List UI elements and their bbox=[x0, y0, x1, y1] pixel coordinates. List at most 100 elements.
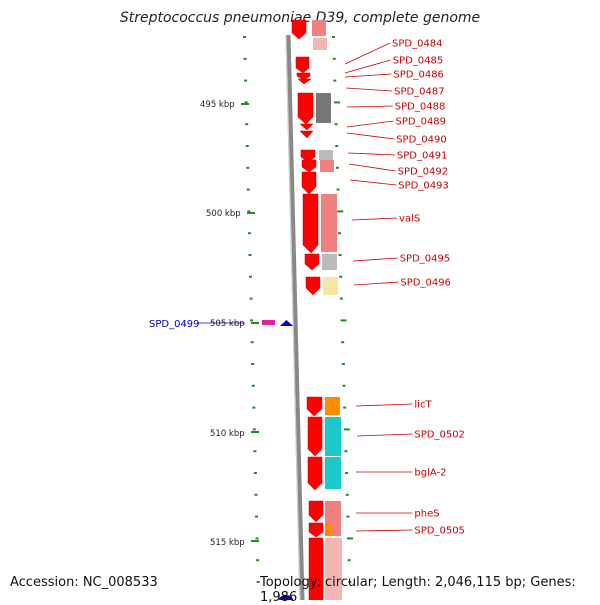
gene-label[interactable]: SPD_0488 bbox=[395, 102, 446, 113]
gene-label[interactable]: SPD_0490 bbox=[396, 135, 447, 146]
scale-tick-mark bbox=[252, 428, 256, 431]
scale-tick-mark bbox=[333, 101, 340, 104]
gene-arrow[interactable] bbox=[300, 149, 316, 163]
feature-block[interactable] bbox=[323, 277, 338, 295]
gene-arrow[interactable] bbox=[295, 56, 310, 74]
scale-tick-mark bbox=[339, 275, 343, 278]
map-title: Streptococcus pneumoniae D39, complete g… bbox=[119, 10, 481, 26]
gene-labels[interactable]: SPD_0484 SPD_0485 SPD_0486 SPD_0487 SPD_0488… bbox=[344, 39, 465, 537]
feature-block[interactable] bbox=[325, 417, 341, 456]
gene-label[interactable]: SPD_0491 bbox=[397, 151, 448, 162]
scale-tick-mark bbox=[334, 123, 338, 126]
scale-tick-mark bbox=[336, 188, 340, 191]
gene-arrow[interactable] bbox=[297, 78, 312, 85]
scale-tick-mark bbox=[343, 406, 347, 409]
gene-label[interactable]: SPD_0495 bbox=[400, 254, 451, 265]
scale-tick-mark bbox=[246, 166, 250, 169]
gene-leader-line bbox=[344, 73, 392, 78]
feature-block[interactable] bbox=[332, 523, 341, 536]
gene-arrow[interactable] bbox=[307, 456, 323, 491]
feature-blocks[interactable] bbox=[312, 20, 342, 600]
gene-arrow[interactable] bbox=[301, 159, 317, 173]
gene-arrow[interactable] bbox=[307, 416, 323, 457]
gene-arrow[interactable] bbox=[308, 522, 324, 538]
scale-tick-mark bbox=[256, 559, 260, 562]
gene-label-spd0499[interactable]: SPD_0499 bbox=[149, 319, 200, 330]
scale-tick-mark bbox=[338, 254, 342, 256]
scale-tick-mark bbox=[250, 319, 254, 322]
scale-tick-mark bbox=[243, 57, 247, 60]
gene-label[interactable]: SPD_0505 bbox=[414, 526, 465, 537]
gene-leader-line bbox=[346, 105, 393, 108]
feature-block[interactable] bbox=[312, 20, 326, 36]
gene-label[interactable]: valS bbox=[399, 214, 420, 225]
gene-label[interactable]: SPD_0486 bbox=[393, 70, 444, 81]
gene-leader-line bbox=[351, 217, 398, 221]
gene-label[interactable]: SPD_0502 bbox=[414, 430, 465, 441]
scale-tick-mark bbox=[348, 581, 352, 583]
gene-arrow[interactable] bbox=[291, 19, 307, 40]
scale-tick-mark bbox=[248, 275, 252, 278]
scale-tick-mark bbox=[247, 232, 251, 235]
scale-tick-mark bbox=[249, 297, 253, 300]
gene-arrow[interactable] bbox=[308, 500, 324, 523]
accession-text: Accession: NC_008533 bbox=[10, 575, 158, 590]
gene-label[interactable]: SPD_0484 bbox=[392, 39, 443, 50]
feature-block[interactable] bbox=[321, 194, 337, 252]
feature-block[interactable] bbox=[322, 254, 337, 270]
gene-label[interactable]: SPD_0496 bbox=[400, 278, 451, 289]
gene-arrow[interactable] bbox=[308, 537, 324, 600]
scale-tick-mark bbox=[243, 36, 246, 38]
gene-arrow[interactable] bbox=[305, 276, 321, 296]
genome-backbone-highlight bbox=[285, 34, 301, 600]
gene-arrow[interactable] bbox=[297, 92, 314, 125]
scale-tick-mark bbox=[340, 319, 347, 322]
triangle-up-icon[interactable] bbox=[280, 320, 293, 326]
feature-block[interactable] bbox=[325, 523, 332, 536]
feature-block[interactable] bbox=[325, 538, 342, 600]
gene-label[interactable]: licT bbox=[414, 400, 432, 411]
gene-label[interactable]: SPD_0487 bbox=[394, 87, 445, 98]
gene-label[interactable]: bglA-2 bbox=[414, 468, 446, 479]
feature-block[interactable] bbox=[316, 93, 331, 123]
gene-label[interactable]: SPD_0485 bbox=[393, 56, 444, 67]
gene-arrow[interactable] bbox=[299, 130, 314, 139]
feature-block[interactable] bbox=[325, 457, 341, 489]
gene-label[interactable]: SPD_0489 bbox=[396, 117, 447, 128]
gene-leader-line bbox=[345, 87, 393, 92]
scale-tick-mark bbox=[345, 472, 349, 474]
scale-label-500: 500 kbp bbox=[206, 209, 241, 219]
gene-leader-line bbox=[352, 257, 398, 262]
gene-block[interactable] bbox=[262, 320, 275, 325]
gene-arrow[interactable] bbox=[306, 396, 323, 417]
feature-block[interactable] bbox=[320, 160, 334, 172]
feature-block[interactable] bbox=[313, 38, 327, 50]
scale-tick-mark bbox=[256, 581, 260, 583]
scale-tick-mark bbox=[254, 515, 258, 518]
gene-arrow[interactable] bbox=[301, 171, 317, 195]
gene-arrow[interactable] bbox=[296, 72, 311, 81]
gene-label[interactable]: SPD_0492 bbox=[398, 167, 449, 178]
gene-label[interactable]: SPD_0493 bbox=[398, 181, 449, 192]
scale-tick-mark bbox=[253, 450, 257, 453]
scale-tick-mark bbox=[344, 450, 348, 453]
scale-tick-mark bbox=[347, 559, 351, 562]
scale-tick-mark bbox=[245, 123, 249, 126]
gene-arrow[interactable] bbox=[304, 253, 320, 271]
feature-block[interactable] bbox=[325, 501, 341, 523]
scale-tick-mark bbox=[346, 515, 350, 518]
scale-tick-mark bbox=[332, 57, 336, 60]
gene-arrow[interactable] bbox=[299, 123, 314, 131]
gene-arrow[interactable] bbox=[302, 193, 319, 254]
gene-arrows[interactable] bbox=[291, 19, 324, 600]
scale-ticks bbox=[243, 36, 354, 583]
scale-tick-mark bbox=[255, 537, 259, 540]
feature-block[interactable] bbox=[325, 397, 340, 415]
scale-tick-mark bbox=[332, 36, 335, 38]
scale-tick-mark bbox=[244, 101, 248, 104]
gene-label[interactable]: pheS bbox=[414, 509, 439, 520]
feature-block[interactable] bbox=[319, 150, 333, 160]
gene-spd0499[interactable]: SPD_0499 bbox=[149, 319, 293, 330]
scale-tick-mark bbox=[251, 363, 255, 365]
